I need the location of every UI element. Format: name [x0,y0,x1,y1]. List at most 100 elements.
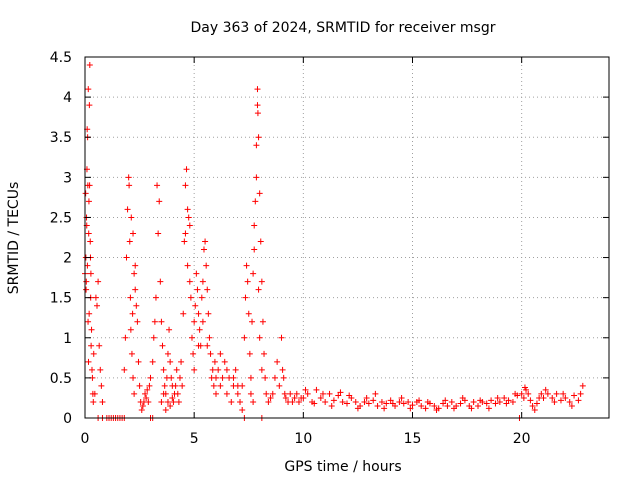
y-tick-label: 0 [63,411,72,427]
data-point [549,394,556,401]
data-point [378,398,385,405]
data-point [82,190,89,197]
data-point [279,366,286,373]
data-point [161,382,168,389]
data-point [182,230,189,237]
data-point [568,402,575,409]
data-point [409,402,416,409]
data-point [247,374,254,381]
data-point [251,246,258,253]
data-point [326,390,333,397]
data-point [330,397,337,404]
data-point [162,406,169,413]
data-point [300,394,307,401]
y-tick-label: 3.5 [50,130,72,146]
data-point [186,222,193,229]
data-point [87,238,94,245]
data-point [206,334,213,341]
data-point [249,318,256,325]
data-point [344,400,350,407]
data-point [251,222,258,229]
data-point [191,366,198,373]
data-point [533,400,540,407]
x-tick-label: 0 [81,431,90,447]
data-point [202,238,209,245]
data-point [130,374,137,381]
data-point [293,390,300,397]
data-point [142,390,149,397]
data-point [232,366,239,373]
x-axis-label: GPS time / hours [284,459,401,475]
data-point [134,318,141,325]
data-point [87,270,94,277]
data-point [182,182,189,189]
data-point [253,174,260,181]
data-point [199,278,206,285]
data-point [170,398,177,405]
data-point [311,400,318,407]
data-point [252,198,259,205]
data-point [457,400,464,407]
data-point [221,358,228,365]
data-point [560,390,567,397]
data-point [485,405,492,412]
data-point [99,398,106,405]
data-point [195,342,202,349]
data-point [167,358,174,365]
data-point [405,398,412,405]
data-point [85,318,92,325]
data-point [295,398,302,405]
x-tick-label: 20 [513,431,531,447]
data-point [164,350,171,357]
data-point [159,342,166,349]
data-point [172,382,179,389]
data-point [127,294,134,301]
data-point [132,262,139,269]
data-point [85,198,92,205]
data-point [86,62,93,69]
data-point [122,334,129,341]
data-point [571,392,578,399]
data-point [289,398,296,405]
data-point [256,190,263,197]
data-point [531,406,538,413]
data-point [193,270,200,277]
data-point [131,270,138,277]
data-point [96,342,103,349]
data-point [372,390,379,397]
data-point [259,318,266,325]
data-point [184,206,191,213]
data-point [83,286,90,293]
data-point [291,394,298,401]
data-point [136,382,143,389]
data-point [254,110,261,117]
data-point [179,382,186,389]
data-points [82,62,586,421]
data-point [313,386,320,393]
data-point [416,397,423,404]
data-point [183,166,190,173]
data-point [133,302,140,309]
data-point [173,366,180,373]
data-point [433,406,440,413]
data-point [440,400,447,407]
data-point [98,382,105,389]
data-point [156,198,163,205]
data-point [230,374,237,381]
data-point [188,334,195,341]
data-point [256,334,263,341]
y-tick-label: 1.5 [50,291,72,307]
data-point [337,389,344,396]
y-tick-label: 4 [63,90,72,106]
data-point [544,390,551,397]
y-tick-label: 2.5 [50,210,72,226]
y-tick-label: 4.5 [50,50,72,66]
data-point [540,394,547,401]
data-point [138,406,145,413]
data-point [174,390,181,397]
data-point [90,350,97,357]
data-point [190,350,197,357]
data-point [204,342,211,349]
data-point [239,406,246,413]
data-point [213,390,219,397]
